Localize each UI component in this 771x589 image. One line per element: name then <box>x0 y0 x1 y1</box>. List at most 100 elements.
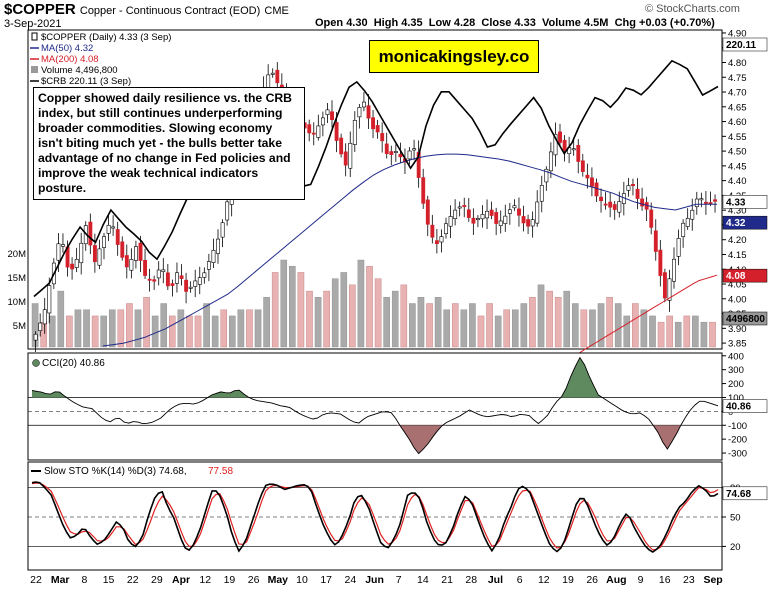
volume-bar <box>254 309 262 348</box>
x-tick-label-bottom: 19 <box>224 574 236 586</box>
cci-line <box>31 356 719 455</box>
close-label: Close <box>481 17 512 29</box>
cci-tick-label: 200 <box>728 379 744 390</box>
candle-body <box>352 119 357 145</box>
volume-label: Volume <box>541 17 581 29</box>
x-tick-label-bottom: 14 <box>417 574 429 586</box>
candle-body <box>334 122 339 141</box>
candle-body <box>102 236 106 248</box>
candle-body <box>216 238 220 254</box>
volume-bar <box>572 303 579 348</box>
legend-label: $CRB 220.11 (3 Sep) <box>41 76 131 87</box>
candle-body <box>498 220 503 226</box>
candle-body <box>188 286 193 289</box>
cci-tag-text: 40.86 <box>726 402 751 413</box>
volume-bar <box>237 309 245 348</box>
symbol-exchange: CME <box>264 5 289 17</box>
candle-body <box>704 201 708 204</box>
volume-bar <box>451 303 459 348</box>
candle-body <box>421 177 426 204</box>
x-tick-label-bottom: Mar <box>51 574 70 586</box>
volume-bar <box>306 290 313 348</box>
legend-swatch-volume <box>31 66 38 73</box>
candle-body <box>211 250 216 263</box>
candle-body <box>375 125 380 133</box>
volume-bar <box>409 303 416 348</box>
candle-body <box>444 223 448 235</box>
candle-body <box>571 148 576 151</box>
cci-tick-label: -300 <box>728 449 747 460</box>
price-tick-label: 3.90 <box>728 324 747 335</box>
volume-bar <box>323 290 330 348</box>
x-tick-label-bottom: 12 <box>199 574 211 586</box>
price-tick-label: 3.85 <box>728 339 747 350</box>
volume-bar <box>66 315 73 348</box>
candle-body <box>61 244 65 247</box>
price-tick-label: 4.40 <box>728 176 747 187</box>
cci-tick-label: -200 <box>728 435 747 446</box>
volume-bar <box>374 278 382 348</box>
volume-bar <box>100 315 107 348</box>
volume-value: 4.5M <box>583 17 609 29</box>
volume-bar <box>331 278 339 348</box>
candle-body <box>179 275 184 279</box>
volume-bar <box>391 290 399 348</box>
sto-tick-label: 20 <box>730 542 741 553</box>
cci-legend-label: CCI(20) 40.86 <box>42 358 105 369</box>
candle-body <box>197 277 202 285</box>
sto-panel-frame <box>27 461 723 571</box>
volume-bar <box>537 284 545 348</box>
candle-body <box>640 198 645 207</box>
cci-tick-label: 100 <box>728 393 744 404</box>
x-tick-label-bottom: 23 <box>683 574 695 586</box>
candle-body <box>138 242 143 261</box>
candle-body <box>79 242 84 264</box>
candle-body <box>544 168 549 183</box>
volume-bar <box>57 290 65 348</box>
price-tag-box <box>722 195 768 209</box>
ma200-tag-box <box>722 268 768 283</box>
volume-bar <box>649 315 656 348</box>
high-label: High <box>373 17 399 29</box>
candle-body <box>407 150 412 160</box>
volume-bar <box>383 297 390 348</box>
price-tick-label: 4.75 <box>728 73 747 84</box>
volume-tick-label: 20M <box>8 249 27 260</box>
high-value: 4.35 <box>401 17 423 29</box>
x-tick-label-bottom: 8 <box>81 574 87 586</box>
legend-label: $COPPER (Daily) 4.33 (3 Sep) <box>41 32 171 43</box>
candle-body <box>325 109 330 115</box>
price-tick-label: 4.15 <box>728 250 747 261</box>
x-tick-label-bottom: 15 <box>103 574 115 586</box>
volume-bar <box>520 303 528 348</box>
close-value: 4.33 <box>514 17 536 29</box>
candle-body <box>56 243 61 261</box>
candle-body <box>494 212 499 224</box>
candle-body <box>672 258 676 282</box>
candle-body <box>539 184 544 202</box>
candle-body <box>681 222 686 237</box>
candle-body <box>471 217 476 224</box>
volume-bar <box>503 309 510 348</box>
candle-body <box>412 148 417 151</box>
candle-body <box>129 259 134 271</box>
volume-bar <box>700 321 708 348</box>
candle-body <box>311 132 316 135</box>
chart-symbol: $COPPER Copper - Continuous Contract (EO… <box>4 1 289 18</box>
candle-body <box>558 131 562 143</box>
candle-body <box>599 196 604 202</box>
x-tick-label-bottom: May <box>268 574 289 586</box>
x-tick-label-bottom: Jun <box>365 574 384 586</box>
x-tick-label-bottom: 22 <box>30 574 42 586</box>
candle-body <box>694 198 699 208</box>
price-tag-text: 4.33 <box>726 197 746 208</box>
volume-bar <box>134 309 142 348</box>
volume-bar <box>614 303 622 348</box>
sto-d-line <box>31 482 719 551</box>
x-tick-label-bottom: 7 <box>396 574 402 586</box>
x-tick-label-bottom: Sep <box>703 574 722 586</box>
candle-body <box>603 203 608 206</box>
x-tick-label-bottom: 28 <box>465 574 477 586</box>
volume-tag-text: 4496800 <box>726 314 765 325</box>
cci-tick-label: -100 <box>728 421 747 432</box>
